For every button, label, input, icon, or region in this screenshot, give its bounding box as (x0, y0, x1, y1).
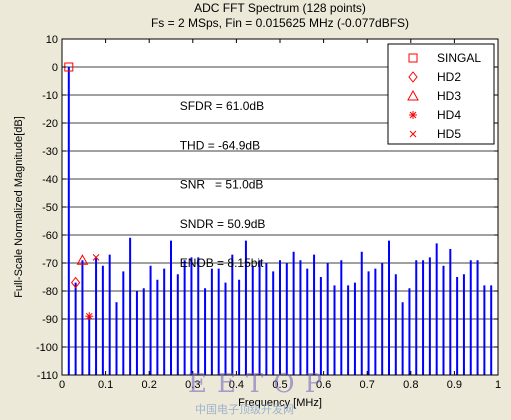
legend-symbol-hd5 (409, 130, 417, 138)
x-tick-label: 0.6 (316, 379, 331, 391)
y-tick-label: -50 (42, 202, 58, 214)
legend-symbol-hd2 (408, 71, 418, 83)
spectrum-bars (67, 67, 493, 375)
y-tick-label: 10 (46, 34, 58, 46)
legend-symbol-singal (408, 53, 418, 63)
y-tick-label: -100 (36, 342, 58, 354)
x-axis-label: Frequency [MHz] (238, 397, 322, 409)
legend-box (387, 43, 495, 145)
y-tick-label: -110 (37, 370, 58, 382)
stat-annotations: SFDR = 61.0dB THD = -64.9dB SNR = 51.0dB SN… (180, 99, 266, 270)
marker-hd5 (92, 254, 100, 261)
legend-label-hd3: HD3 (437, 89, 461, 103)
y-tick-label: -90 (42, 314, 58, 326)
x-tick-label: 0.4 (229, 379, 244, 391)
legend-label-hd5: HD5 (437, 127, 461, 141)
chart-title: ADC FFT Spectrum (128 points) (194, 1, 366, 15)
x-ticks: 0 0.1 0.2 0.3 0.4 0.5 0.6 0.7 0.8 0.9 1 (59, 39, 501, 391)
legend-label-singal: SINGAL (437, 51, 481, 65)
y-tick-label: -10 (42, 90, 58, 102)
stat-annotation: SNR = 51.0dB (180, 178, 264, 192)
marker-hd4 (85, 312, 94, 321)
legend: SINGAL HD2 HD3 HD4 HD5 (387, 43, 495, 145)
legend-label-hd4: HD4 (437, 108, 461, 122)
y-ticks: 10 0 -10 -20 -30 -40 -50 -60 -70 -80 -90 -100 -110 (36, 34, 498, 382)
y-axis-label: Full-Scale Normalized Magnitude[dB] (13, 116, 25, 298)
y-tick-label: -40 (42, 174, 58, 186)
watermark-logo: EETOP (188, 369, 332, 399)
x-tick-label: 0.7 (360, 379, 375, 391)
x-tick-label: 0.1 (98, 379, 113, 391)
y-tick-label: 0 (52, 62, 58, 74)
marker-hd2 (70, 276, 81, 289)
x-tick-label: 0.8 (403, 379, 418, 391)
x-tick-label: 0.3 (185, 379, 200, 391)
stat-annotation: ENOB = 8.15bit (180, 256, 264, 270)
stat-annotation: SNDR = 50.9dB (180, 217, 266, 231)
legend-symbol-hd3 (407, 89, 419, 101)
y-tick-label: -20 (42, 118, 58, 130)
x-tick-label: 1 (495, 379, 501, 391)
legend-label-hd2: HD2 (437, 70, 461, 84)
legend-symbol-hd4 (409, 111, 417, 119)
stat-annotation: THD = -64.9dB (180, 138, 260, 152)
watermark-subtext: 中国电子顶级开发网 (195, 402, 294, 416)
y-tick-label: -30 (42, 146, 58, 158)
y-tick-label: -60 (42, 230, 58, 242)
y-tick-label: -80 (42, 286, 58, 298)
x-tick-label: 0 (59, 379, 65, 391)
x-tick-label: 0.2 (142, 379, 157, 391)
x-tick-label: 0.5 (272, 379, 287, 391)
x-tick-label: 0.9 (447, 379, 462, 391)
y-tick-label: -70 (42, 258, 58, 270)
chart-subtitle: Fs = 2 MSps, Fin = 0.015625 MHz (-0.077d… (151, 16, 409, 30)
stat-annotation: SFDR = 61.0dB (180, 99, 264, 113)
marker-hd3 (76, 254, 89, 265)
watermark: EETOP 中国电子顶级开发网 (188, 369, 332, 416)
